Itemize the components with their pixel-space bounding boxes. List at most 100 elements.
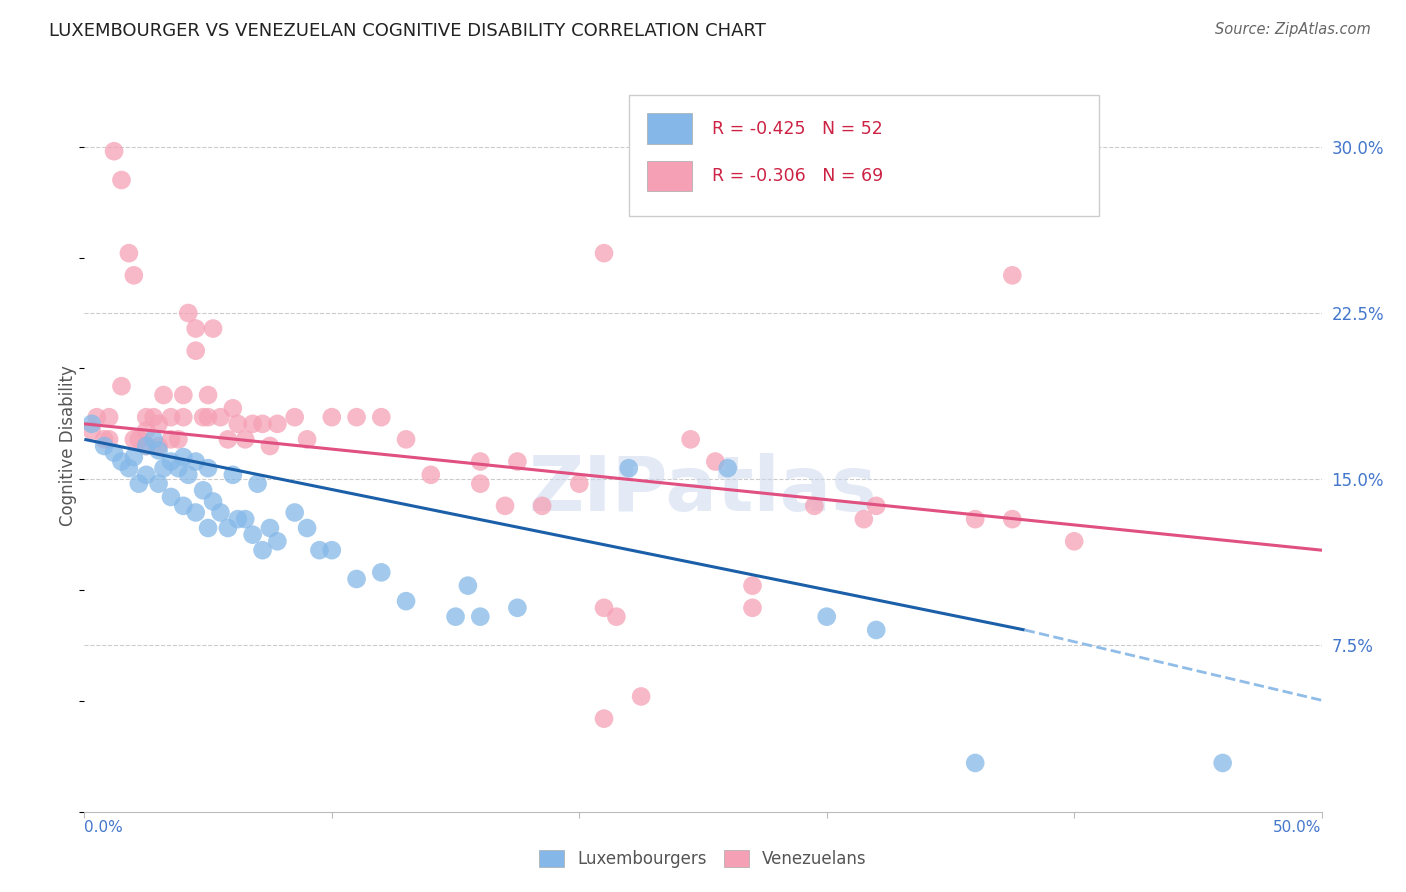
Point [266, 534, 288, 549]
Point [222, 401, 245, 416]
FancyBboxPatch shape [628, 95, 1099, 216]
Text: 50.0%: 50.0% [1274, 821, 1322, 836]
Text: R = -0.306   N = 69: R = -0.306 N = 69 [711, 167, 883, 186]
Point [122, 433, 145, 447]
Point [98, 433, 121, 447]
Point [172, 410, 194, 425]
Point [152, 388, 174, 402]
Point [209, 506, 232, 520]
Point [803, 499, 825, 513]
Point [110, 379, 132, 393]
Point [593, 246, 616, 260]
Point [741, 579, 763, 593]
Point [568, 476, 591, 491]
Point [865, 623, 887, 637]
Text: ZIPatlas: ZIPatlas [529, 453, 877, 527]
Point [135, 424, 157, 438]
Point [93, 433, 115, 447]
Point [167, 433, 190, 447]
Text: Source: ZipAtlas.com: Source: ZipAtlas.com [1215, 22, 1371, 37]
Point [630, 690, 652, 704]
Point [197, 388, 219, 402]
Point [172, 450, 194, 464]
Point [233, 512, 256, 526]
Point [233, 433, 256, 447]
FancyBboxPatch shape [647, 113, 692, 144]
Point [202, 321, 225, 335]
Point [142, 410, 165, 425]
Point [177, 467, 200, 482]
Point [122, 450, 145, 464]
Point [815, 609, 838, 624]
Point [226, 512, 249, 526]
Point [679, 433, 702, 447]
Point [470, 454, 492, 468]
Point [506, 600, 529, 615]
Point [1001, 512, 1024, 526]
Legend: Luxembourgers, Venezuelans: Luxembourgers, Venezuelans [534, 845, 872, 873]
Point [321, 410, 343, 425]
Point [148, 417, 170, 431]
Point [135, 439, 157, 453]
Point [128, 476, 150, 491]
Text: LUXEMBOURGER VS VENEZUELAN COGNITIVE DISABILITY CORRELATION CHART: LUXEMBOURGER VS VENEZUELAN COGNITIVE DIS… [49, 22, 766, 40]
Point [93, 439, 115, 453]
Point [177, 306, 200, 320]
Point [226, 417, 249, 431]
Point [470, 609, 492, 624]
Point [135, 467, 157, 482]
Point [617, 461, 640, 475]
Point [506, 454, 529, 468]
Point [160, 410, 183, 425]
Point [704, 454, 727, 468]
Point [419, 467, 441, 482]
Point [197, 461, 219, 475]
Point [160, 454, 183, 468]
Point [184, 506, 207, 520]
Point [242, 527, 264, 541]
Text: 0.0%: 0.0% [84, 821, 124, 836]
Point [118, 461, 141, 475]
Point [295, 433, 318, 447]
Point [252, 417, 274, 431]
Point [246, 476, 269, 491]
Point [370, 410, 392, 425]
Point [494, 499, 516, 513]
Point [395, 594, 418, 608]
Point [865, 499, 887, 513]
Point [110, 454, 132, 468]
Point [593, 600, 616, 615]
Point [222, 467, 245, 482]
Point [110, 173, 132, 187]
Point [148, 443, 170, 458]
Point [395, 433, 418, 447]
Point [184, 321, 207, 335]
Point [191, 410, 214, 425]
Point [103, 445, 125, 459]
Point [741, 600, 763, 615]
Point [135, 439, 157, 453]
Point [605, 609, 627, 624]
Point [172, 499, 194, 513]
Point [252, 543, 274, 558]
Point [128, 433, 150, 447]
Point [242, 417, 264, 431]
Point [457, 579, 479, 593]
Point [1063, 534, 1085, 549]
Point [148, 439, 170, 453]
Point [191, 483, 214, 498]
Text: R = -0.425   N = 52: R = -0.425 N = 52 [711, 120, 883, 137]
Point [122, 268, 145, 283]
Point [284, 506, 307, 520]
Point [531, 499, 554, 513]
Point [160, 490, 183, 504]
Point [118, 246, 141, 260]
Point [965, 756, 987, 770]
Point [717, 461, 740, 475]
Point [202, 494, 225, 508]
Point [259, 439, 281, 453]
Point [209, 410, 232, 425]
Point [295, 521, 318, 535]
Point [167, 461, 190, 475]
Point [346, 572, 368, 586]
